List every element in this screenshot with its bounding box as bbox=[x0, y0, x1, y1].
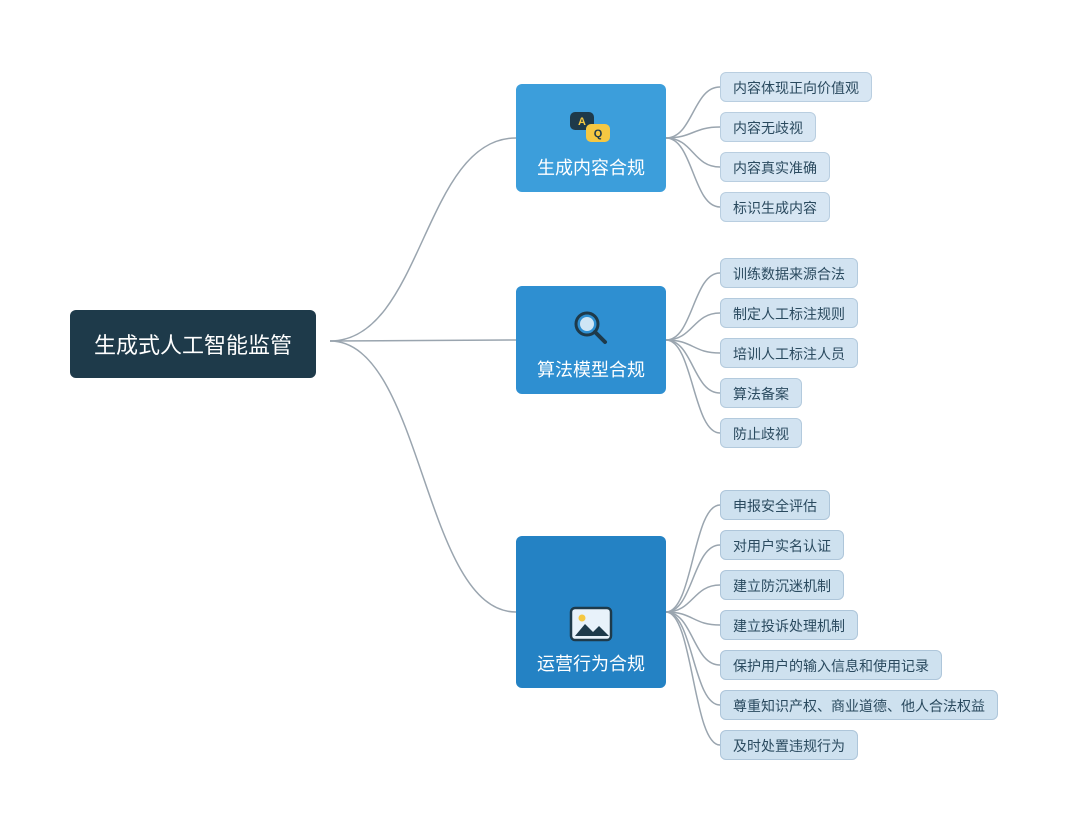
branch-node: 算法模型合规 bbox=[516, 286, 666, 394]
leaf-node: 尊重知识产权、商业道德、他人合法权益 bbox=[720, 690, 998, 720]
svg-text:A: A bbox=[578, 116, 586, 128]
leaf-node: 训练数据来源合法 bbox=[720, 258, 858, 288]
leaf-node: 对用户实名认证 bbox=[720, 530, 844, 560]
branch-node: 运营行为合规 bbox=[516, 536, 666, 688]
leaf-node: 内容真实准确 bbox=[720, 152, 830, 182]
leaf-node: 培训人工标注人员 bbox=[720, 338, 858, 368]
leaf-node: 建立防沉迷机制 bbox=[720, 570, 844, 600]
leaf-node: 制定人工标注规则 bbox=[720, 298, 858, 328]
leaf-node: 标识生成内容 bbox=[720, 192, 830, 222]
svg-text:Q: Q bbox=[594, 128, 603, 140]
magnifier-icon bbox=[571, 308, 611, 348]
mindmap-canvas: 生成式人工智能监管 A Q 生成内容合规 内容体现正向价值观内容无歧视内容真实准确… bbox=[0, 0, 1080, 836]
image-icon bbox=[569, 606, 613, 642]
leaf-node: 保护用户的输入信息和使用记录 bbox=[720, 650, 942, 680]
leaf-node: 申报安全评估 bbox=[720, 490, 830, 520]
leaf-node: 内容体现正向价值观 bbox=[720, 72, 872, 102]
branch-label: 算法模型合规 bbox=[537, 356, 645, 382]
leaf-node: 建立投诉处理机制 bbox=[720, 610, 858, 640]
branch-label: 生成内容合规 bbox=[537, 154, 645, 180]
leaf-node: 及时处置违规行为 bbox=[720, 730, 858, 760]
branch-label: 运营行为合规 bbox=[537, 650, 645, 676]
leaf-node: 防止歧视 bbox=[720, 418, 802, 448]
root-node: 生成式人工智能监管 bbox=[70, 310, 316, 378]
leaf-node: 内容无歧视 bbox=[720, 112, 816, 142]
leaf-node: 算法备案 bbox=[720, 378, 802, 408]
qa-icon: A Q bbox=[568, 110, 614, 146]
branch-node: A Q 生成内容合规 bbox=[516, 84, 666, 192]
